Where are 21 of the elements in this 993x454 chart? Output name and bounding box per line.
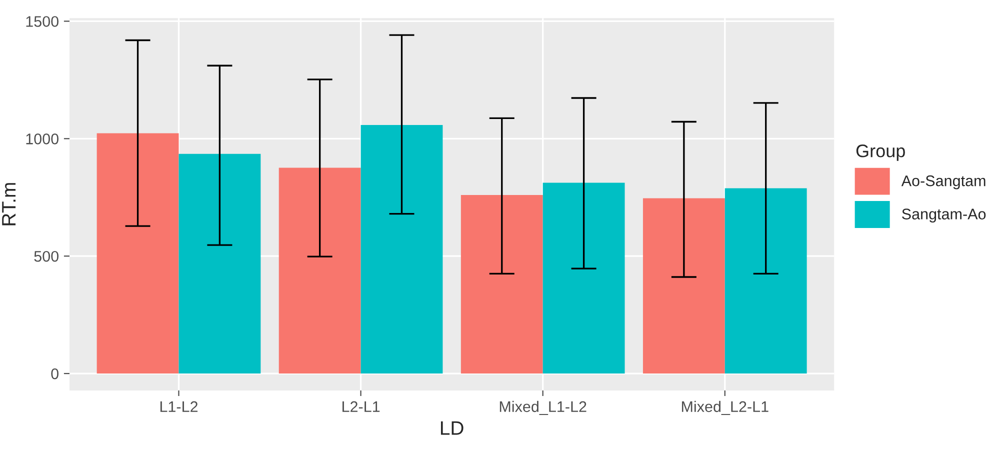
x-tick-label: Mixed_L1-L2 xyxy=(500,400,586,415)
x-tick-label: Mixed_L2-L1 xyxy=(682,400,768,415)
y-axis-title: RT.m xyxy=(2,183,16,226)
bar xyxy=(542,182,625,374)
bar xyxy=(460,195,543,374)
x-axis-title: LD xyxy=(440,421,464,435)
bar xyxy=(178,154,261,374)
bar xyxy=(642,198,725,374)
y-tick-label: 500 xyxy=(34,250,58,262)
bar xyxy=(278,168,361,374)
bar xyxy=(96,133,179,374)
y-tick-label: 1500 xyxy=(26,16,58,27)
x-tick-label: L1-L2 xyxy=(160,401,198,412)
legend-title: Group xyxy=(856,144,905,161)
bar xyxy=(360,125,443,374)
legend-label: Sangtam-Ao xyxy=(902,208,986,222)
y-tick-label: 0 xyxy=(51,368,58,380)
x-tick-label: L2-L1 xyxy=(342,401,380,412)
bar xyxy=(724,188,807,374)
legend-label: Ao-Sangtam xyxy=(901,175,986,190)
y-tick-label: 1000 xyxy=(26,134,58,144)
